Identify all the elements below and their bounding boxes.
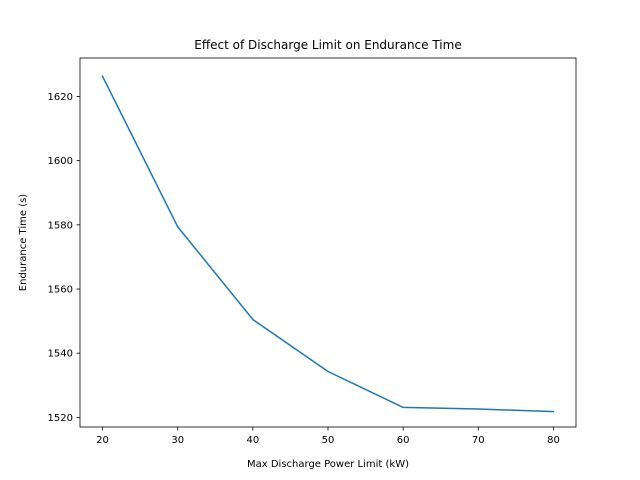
chart-title: Effect of Discharge Limit on Endurance T…	[194, 38, 461, 52]
y-axis-label: Endurance Time (s)	[18, 194, 29, 292]
x-tick-label: 30	[171, 435, 184, 446]
y-axis-ticks: 1520 1540 1560 1580 1600 1620	[48, 92, 80, 424]
x-axis-ticks: 20 30 40 50 60 70 80	[96, 427, 560, 446]
plot-frame	[79, 57, 577, 428]
y-tick-label: 1600	[48, 156, 73, 167]
series-layer	[101, 75, 555, 413]
y-tick-label: 1620	[48, 92, 73, 103]
x-axis-label: Max Discharge Power Limit (kW)	[247, 459, 409, 470]
x-tick-label: 80	[547, 435, 560, 446]
x-tick-label: 20	[96, 435, 109, 446]
plot-background	[80, 58, 576, 427]
x-tick-label: 60	[397, 435, 410, 446]
y-tick-label: 1580	[48, 220, 73, 231]
series-line	[101, 75, 555, 413]
x-tick-label: 50	[322, 435, 335, 446]
y-tick-label: 1540	[48, 349, 73, 360]
y-tick-label: 1560	[48, 285, 73, 296]
y-tick-label: 1520	[48, 413, 73, 424]
x-tick-label: 70	[472, 435, 485, 446]
x-tick-label: 40	[246, 435, 259, 446]
